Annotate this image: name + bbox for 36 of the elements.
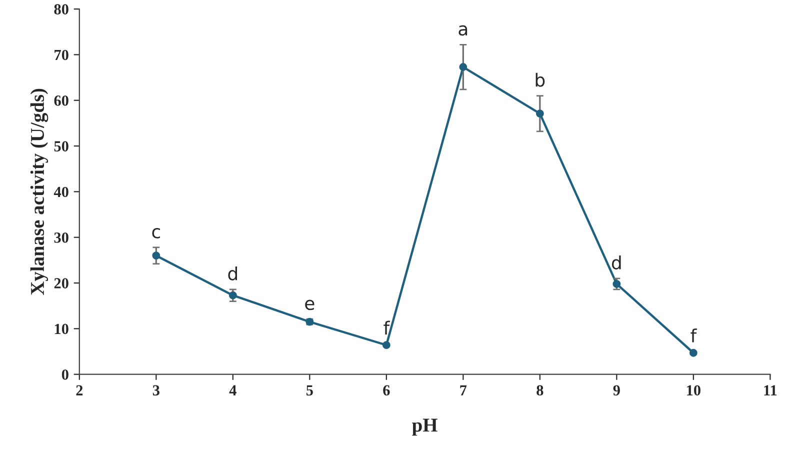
point (228, 291, 237, 300)
y-tick-label: 60 (54, 95, 68, 106)
annotation: d (612, 255, 621, 270)
x-tick-label: 2 (76, 385, 83, 396)
point (152, 252, 160, 260)
annotation: a (458, 25, 468, 36)
y-tick-label: 10 (54, 324, 68, 334)
point (382, 341, 390, 350)
y-tick-label: 50 (54, 141, 68, 152)
x-tick-label: 7 (460, 385, 467, 396)
point (459, 63, 468, 71)
y-tick-label: 30 (54, 232, 68, 243)
y-tick-label: 40 (54, 186, 68, 198)
x-tick-label: 4 (229, 385, 236, 396)
x-axis-title: pH (412, 418, 438, 436)
x-tick-label: 6 (383, 385, 390, 396)
annotation: e (305, 300, 314, 310)
x-tick-label: 5 (306, 385, 313, 396)
y-tick-label: 70 (54, 50, 68, 60)
annotation: b (536, 72, 545, 87)
y-tick-label: 20 (54, 278, 68, 288)
y-axis-title: Xylanase activity (U/gds) (30, 88, 48, 296)
x-tick-label: 11 (764, 385, 777, 396)
point (689, 348, 698, 357)
annotation: f (384, 320, 390, 334)
x-tick-label: 3 (152, 385, 160, 396)
y-tick-label: 80 (54, 4, 68, 14)
x-tick-label: 9 (613, 385, 620, 396)
x-tick-label: 8 (536, 385, 544, 396)
x-tick-label: 10 (687, 385, 700, 396)
point (536, 110, 544, 118)
annotation: f (690, 328, 697, 342)
point (612, 280, 621, 288)
annotation: d (228, 266, 237, 280)
y-tick-label: 0 (62, 369, 68, 380)
annotation: c (152, 228, 160, 238)
